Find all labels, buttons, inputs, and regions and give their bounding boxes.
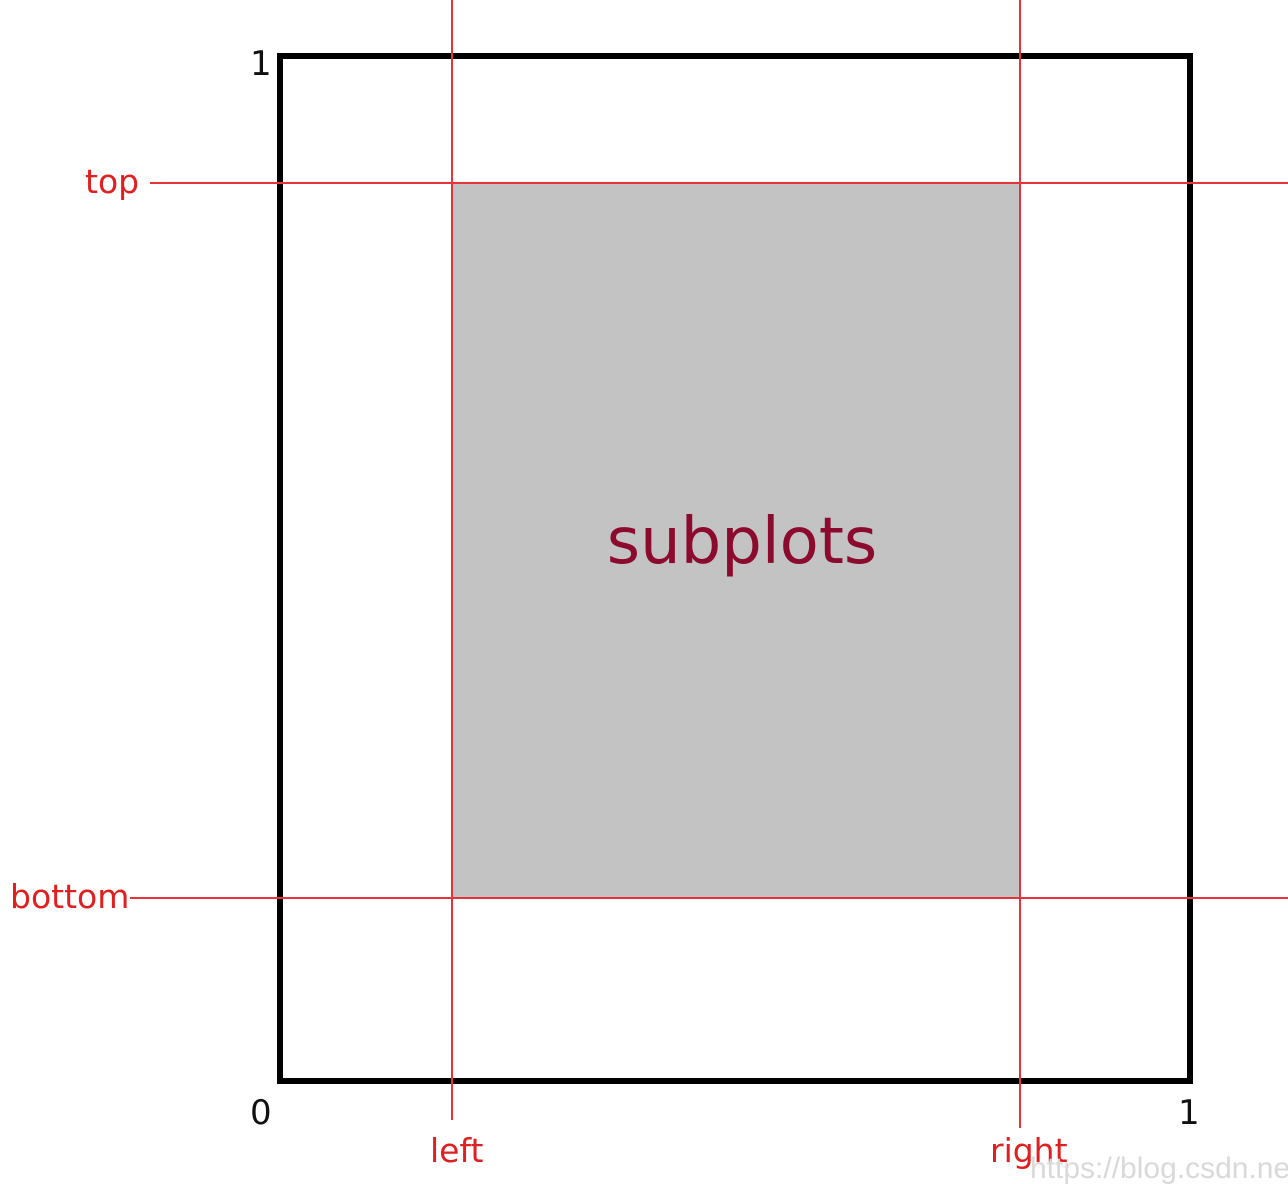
subplot-area	[452, 183, 1020, 898]
x-min-tick-label: 0	[250, 1093, 272, 1133]
y-max-tick-label: 1	[250, 44, 272, 84]
left-guide-label: left	[430, 1131, 484, 1170]
figure-border	[277, 53, 1193, 1084]
top-guide-label: top	[85, 162, 139, 201]
watermark: https://blog.csdn.net	[1030, 1152, 1288, 1184]
x-max-tick-label: 1	[1178, 1093, 1200, 1133]
right-guide-label: right	[990, 1131, 1068, 1170]
bottom-guide-label: bottom	[10, 877, 129, 916]
subplots-label: subplots	[607, 505, 878, 579]
